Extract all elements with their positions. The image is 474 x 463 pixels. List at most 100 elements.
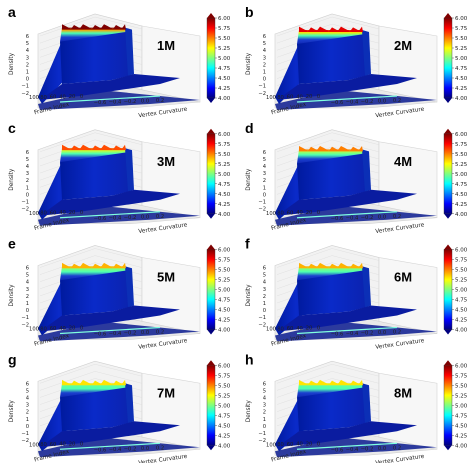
surface-wall [297, 34, 365, 84]
x-tick-label: −0.4 [346, 100, 359, 106]
x-tick-label: −0.4 [109, 331, 122, 337]
y-tick-label: 80 [277, 326, 284, 332]
z-axis-label: Density [246, 168, 252, 191]
z-tick-label: 2 [26, 410, 29, 416]
panel-letter: a [8, 4, 16, 20]
colorbar [206, 249, 216, 330]
colorbar-tick-label: 4.25 [218, 318, 231, 324]
z-tick-label: 6 [26, 381, 29, 387]
y-tick-label: 100 [29, 95, 39, 101]
x-tick-label: −0.4 [109, 447, 122, 453]
surface-wall [60, 270, 128, 316]
x-tick-label: 0.2 [156, 330, 164, 336]
z-tick-label: 4 [263, 48, 267, 54]
x-tick-label: −0.2 [361, 215, 374, 221]
x-tick-label: −0.6 [331, 216, 344, 222]
y-tick-label: 80 [277, 211, 284, 217]
colorbar-tick-label: 4.50 [218, 423, 231, 429]
z-tick-label: −2 [258, 438, 266, 444]
x-tick-label: −0.4 [346, 331, 359, 337]
z-tick-label: 1 [26, 417, 29, 423]
dataset-label: 5M [157, 270, 175, 285]
surface-wall [60, 387, 128, 432]
z-tick-label: 2 [26, 178, 29, 184]
z-axis-label: Density [9, 168, 15, 191]
colorbar [443, 133, 453, 214]
y-tick-label: 80 [40, 95, 47, 101]
y-tick-label: 40 [59, 326, 66, 332]
z-gridline [276, 255, 333, 275]
z-axis-label: Density [9, 52, 15, 75]
z-gridline [276, 248, 333, 268]
surface-peak-edge [299, 379, 363, 386]
z-tick-label: 4 [26, 48, 30, 54]
z-gridline [276, 132, 333, 152]
y-tick-label: 80 [40, 442, 47, 448]
z-tick-label: −1 [21, 431, 29, 437]
colorbar-tick-label: 5.00 [455, 288, 468, 294]
colorbar-tick-label: 5.75 [455, 26, 468, 32]
y-tick-label: 100 [266, 327, 276, 333]
z-tick-label: 1 [263, 417, 266, 423]
z-tick-label: 4 [26, 280, 30, 286]
x-tick-label: −0.4 [109, 215, 122, 221]
z-tick-label: 0 [26, 192, 29, 198]
colorbar-tick-label: 4.50 [455, 423, 468, 429]
z-tick-label: 2 [26, 62, 29, 68]
z-tick-label: 1 [263, 301, 266, 307]
z-tick-label: −1 [21, 84, 29, 90]
colorbar-tick-label: 4.75 [455, 298, 468, 304]
surface-flank [362, 149, 371, 192]
z-tick-label: 3 [263, 171, 266, 177]
surface-peak-edge [62, 144, 126, 151]
colorbar-tick-label: 4.75 [455, 413, 468, 419]
z-tick-label: 3 [263, 287, 266, 293]
z-tick-label: 4 [263, 280, 267, 286]
colorbar-tick-label: 4.00 [455, 212, 468, 218]
colorbar-tick-label: 5.50 [455, 36, 468, 42]
colorbar-tick-label: 4.50 [218, 76, 231, 82]
colorbar-max-cap [207, 128, 215, 134]
colorbar-tick-label: 5.50 [218, 268, 231, 274]
z-gridline [276, 364, 333, 384]
x-tick-label: 0.2 [393, 214, 401, 220]
z-tick-label: 2 [263, 62, 266, 68]
y-tick-label: 80 [277, 442, 284, 448]
surface-base [277, 305, 417, 332]
z-tick-label: −1 [258, 315, 266, 321]
z-axis-label: Density [246, 400, 252, 423]
surface-peak-edge [299, 145, 363, 152]
y-tick-label: 0 [80, 326, 83, 332]
colorbar-tick-label: 4.75 [218, 298, 231, 304]
x-tick-label: −0.4 [109, 100, 122, 106]
surface-base [40, 74, 180, 100]
floor-projection-line [296, 442, 398, 450]
colorbar-tick-label: 5.00 [218, 56, 231, 62]
colorbar-tick-label: 5.25 [218, 162, 231, 168]
colorbar-max-cap [444, 13, 452, 18]
colorbar-tick-label: 6.00 [218, 363, 231, 369]
colorbar-min-cap [444, 98, 452, 103]
y-tick-label: 60 [50, 95, 57, 101]
y-tick-label: 40 [59, 210, 66, 216]
surface-base [277, 421, 417, 448]
y-tick-label: 0 [80, 210, 83, 216]
x-tick-label: −0.6 [94, 216, 107, 222]
surface-base [277, 74, 417, 100]
colorbar-tick-label: 4.75 [455, 66, 468, 72]
x-axis-label: Vertex Curvature [375, 107, 425, 120]
colorbar-tick-label: 5.50 [218, 383, 231, 389]
z-tick-label: 3 [263, 55, 266, 61]
surface-base [40, 421, 180, 448]
z-tick-label: 0 [26, 77, 29, 83]
y-tick-label: 40 [296, 442, 303, 448]
z-tick-label: 0 [263, 424, 266, 430]
z-tick-label: 5 [263, 273, 266, 279]
z-gridline [276, 371, 333, 391]
colorbar-tick-label: 4.25 [218, 433, 231, 439]
x-tick-label: 0.2 [156, 98, 164, 104]
